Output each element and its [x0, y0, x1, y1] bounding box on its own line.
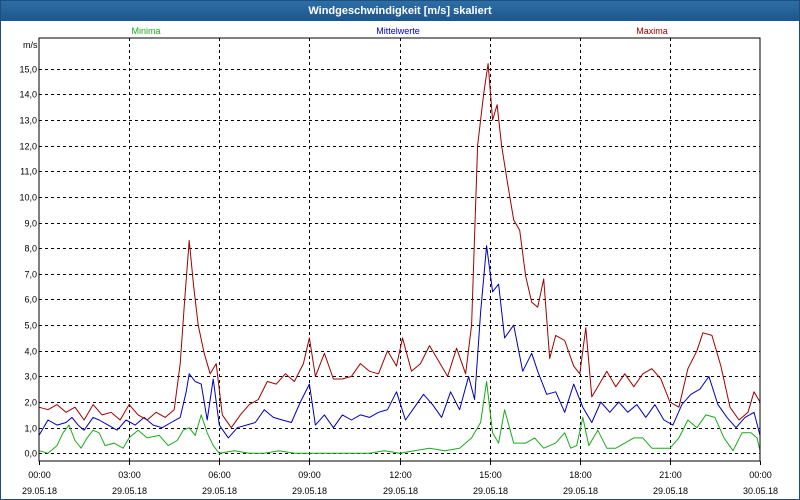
x-tick-date: 30.05.18 [743, 486, 778, 496]
y-tick-label: 14,0 [19, 90, 37, 100]
legend-maxima: Maxima [636, 26, 668, 36]
series-line-mittelwerte [38, 245, 761, 439]
y-tick-label: 5,0 [24, 321, 37, 331]
x-tick-time: 00:00 [749, 470, 772, 480]
y-tick-label: 7,0 [24, 270, 37, 280]
legend-minima: Minima [131, 26, 160, 36]
x-tick-time: 06:00 [208, 470, 231, 480]
series-line-maxima [38, 63, 761, 429]
y-tick-label: 15,0 [19, 65, 37, 75]
y-axis-unit: m/s [23, 40, 38, 50]
window-title: Windgeschwindigkeit [m/s] skaliert [1, 1, 799, 21]
y-tick-label: 2,0 [24, 398, 37, 408]
y-tick-label: 6,0 [24, 295, 37, 305]
y-axis-ticks: 0,0 1,0 2,0 3,0 4,0 5,0 6,0 7,0 8,0 9,0 10,0 11,0 12… [19, 65, 37, 459]
series-lines [38, 63, 761, 454]
legend-mittelwerte: Mittelwerte [376, 26, 420, 36]
grid [39, 38, 760, 461]
y-tick-label: 8,0 [24, 244, 37, 254]
x-tick-time: 15:00 [479, 470, 502, 480]
x-tick-date: 29.05.18 [22, 486, 57, 496]
x-tick-date: 29.05.18 [383, 486, 418, 496]
x-tick-date: 29.05.18 [202, 486, 237, 496]
y-tick-label: 4,0 [24, 347, 37, 357]
plot-frame [38, 37, 761, 462]
y-tick-label: 11,0 [20, 167, 37, 177]
x-tick-time: 18:00 [569, 470, 592, 480]
x-tick-time: 12:00 [389, 470, 412, 480]
x-tick-time: 21:00 [659, 470, 682, 480]
series-line-minima [38, 381, 761, 454]
x-tick-date: 29.05.18 [563, 486, 598, 496]
y-tick-label: 0,0 [24, 449, 37, 459]
x-axis-ticks: 00:00 29.05.18 03:00 29.05.18 06:00 29.05.18 0… [22, 461, 778, 496]
x-tick-time: 03:00 [118, 470, 141, 480]
y-tick-label: 3,0 [24, 372, 37, 382]
x-tick-date: 29.05.18 [292, 486, 327, 496]
x-tick-time: 09:00 [298, 470, 321, 480]
y-tick-label: 12,0 [19, 142, 37, 152]
x-tick-date: 29.05.18 [473, 486, 508, 496]
y-tick-label: 9,0 [24, 219, 37, 229]
y-tick-label: 1,0 [24, 424, 37, 434]
x-tick-time: 00:00 [28, 470, 51, 480]
x-tick-date: 29.05.18 [112, 486, 147, 496]
y-tick-label: 13,0 [19, 116, 37, 126]
x-tick-date: 29.05.18 [653, 486, 688, 496]
y-tick-label: 10,0 [19, 193, 37, 203]
